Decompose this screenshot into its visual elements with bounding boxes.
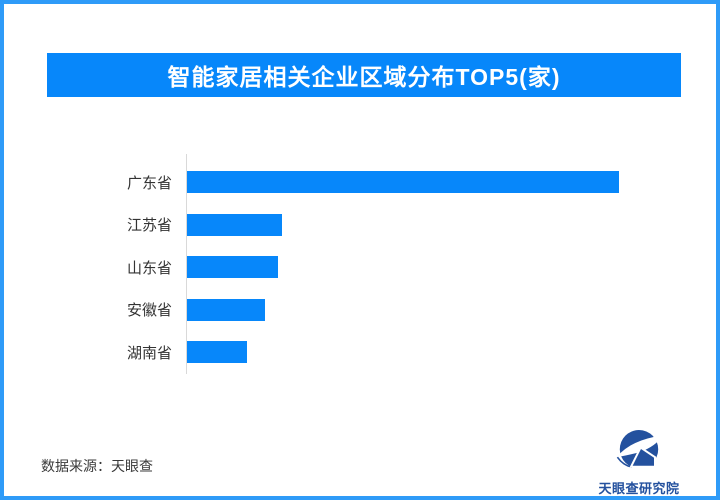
brand-logo: 天眼查研究院 <box>598 426 680 497</box>
bar <box>187 256 278 278</box>
bar-label: 广东省 <box>126 174 172 192</box>
data-source-text: 数据来源：天眼查 <box>41 458 153 474</box>
chart-row: 安徽省 <box>4 298 265 321</box>
tianyancha-logo-icon <box>615 430 663 472</box>
brand-logo-text: 天眼查研究院 <box>598 481 680 496</box>
bar <box>187 213 283 236</box>
bar <box>187 298 265 321</box>
chart-row: 广东省 <box>4 171 619 193</box>
bar-label: 安徽省 <box>126 302 172 319</box>
y-axis-line <box>186 154 187 374</box>
bar-label: 山东省 <box>126 259 172 277</box>
bar <box>187 171 619 193</box>
bar <box>187 341 248 363</box>
bar-label: 江苏省 <box>126 217 172 234</box>
chart-row: 山东省 <box>4 256 278 278</box>
chart-row: 湖南省 <box>4 341 248 363</box>
chart-row: 江苏省 <box>4 213 283 236</box>
chart-title-banner: 智能家居相关企业区域分布TOP5(家) <box>47 53 681 97</box>
chart-title: 智能家居相关企业区域分布TOP5(家) <box>167 64 561 90</box>
bar-label: 湖南省 <box>126 344 172 362</box>
